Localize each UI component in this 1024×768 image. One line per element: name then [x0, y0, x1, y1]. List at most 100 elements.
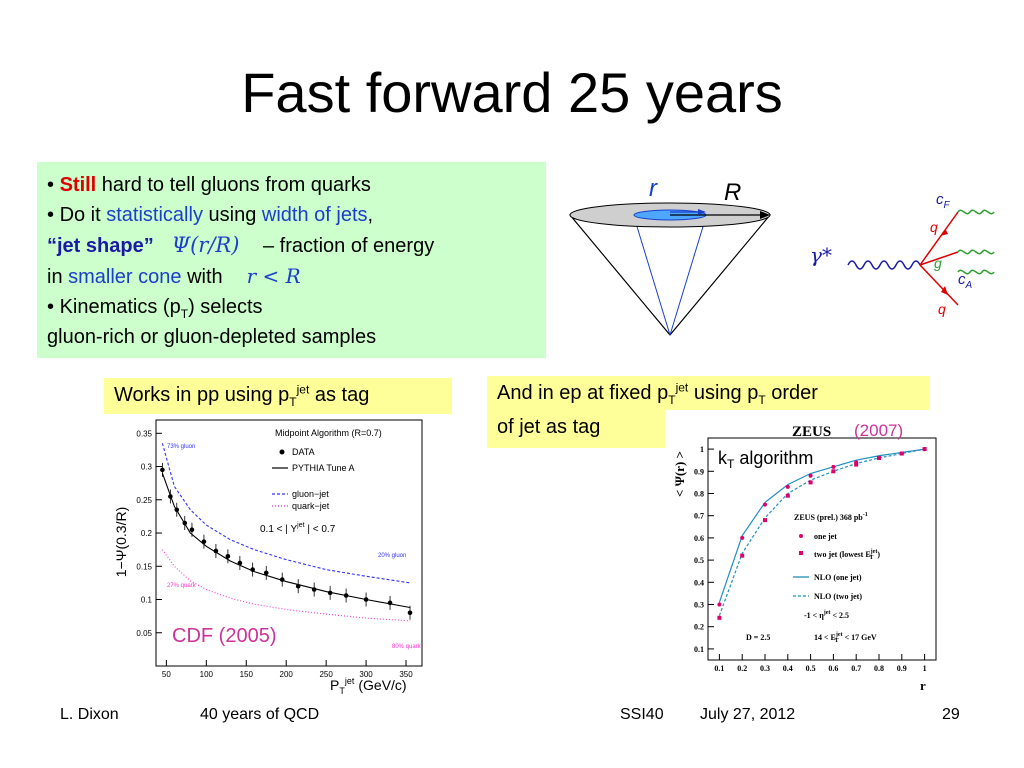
- q1-label: q: [930, 219, 938, 235]
- zeus-frame: [707, 437, 937, 661]
- pp-tag-sub: T: [289, 395, 297, 409]
- gluon-curly-1: [957, 209, 995, 215]
- zeus-xtick-label: 0.9: [897, 664, 907, 673]
- bullet-line-1: • Still hard to tell gluons from quarks: [47, 174, 371, 196]
- cdf-ann-27: 27% quark: [167, 583, 197, 589]
- cdf-jet-shape-plot: 1−Ψ(0.3/R) PTjet (GeV/c) Midpoint Algorit…: [113, 419, 423, 696]
- cdf-xtick-label: 50: [162, 670, 171, 679]
- still-text: Still: [59, 174, 97, 196]
- inner-cone-left: [634, 219, 671, 336]
- zeus-xtick-label: 0.7: [851, 664, 861, 673]
- zeus-legend-nlo-two: NLO (two jet): [814, 592, 862, 601]
- statistically-text: statistically: [106, 204, 203, 226]
- ep-tag-sub1: T: [668, 393, 676, 407]
- cdf-xtick-label: 150: [240, 670, 254, 679]
- cdf-caption: CDF (2005): [172, 625, 276, 647]
- pp-tag-a: Works in pp using p: [114, 384, 290, 406]
- zeus-ytick-label: 1: [700, 445, 704, 454]
- zeus-eta-cut: -1 < ηjet < 2.5: [804, 610, 849, 620]
- cdf-data-point: [407, 610, 413, 616]
- zeus-ytick-label: 0.2: [694, 623, 704, 632]
- bullet-line-2: • Do it statistically using width of jet…: [47, 204, 374, 226]
- cdf-series-line: [161, 443, 411, 584]
- photon-wavy-line: [847, 260, 921, 270]
- line2-c: ,: [367, 204, 374, 226]
- line5-sub: T: [180, 307, 189, 321]
- pp-tag-box: Works in pp using pTjet as tag: [104, 378, 452, 414]
- cdf-legend-data-marker: [279, 449, 285, 455]
- cdf-data-point: [160, 467, 165, 473]
- line4-b: with: [181, 266, 223, 288]
- line4-a: in: [47, 266, 69, 288]
- zeus-year: (2007): [854, 421, 903, 440]
- zeus-legend-one-marker: [799, 534, 803, 538]
- ep-tag-a: And in ep at fixed p: [497, 382, 669, 404]
- ep-tag-box: And in ep at fixed pTjet using pT order: [487, 376, 929, 410]
- summary-box: • Still hard to tell gluons from quarks …: [37, 162, 546, 358]
- photon-label: γ*: [810, 243, 832, 267]
- cdf-legend-quark: quark−jet: [292, 501, 330, 511]
- footer-page-number: 29: [942, 706, 960, 723]
- cdf-ytick-label: 0.15: [136, 562, 152, 571]
- cdf-xlabel: PTjet (GeV/c): [330, 676, 407, 696]
- q2-label: q: [938, 301, 946, 317]
- zeus-ytick-label: 0.5: [694, 556, 704, 565]
- cdf-ytick-label: 0.1: [141, 596, 153, 605]
- kt-algorithm-label: kT algorithm: [718, 448, 813, 471]
- cdf-data-point: [225, 553, 231, 559]
- zeus-xtick-label: 0.4: [783, 664, 793, 673]
- kt-label-bg: [710, 442, 850, 470]
- inner-cone-right: [669, 219, 706, 336]
- cdf-cut: 0.1 < | Yjet | < 0.7: [260, 522, 336, 535]
- cdf-ytick-label: 0.2: [141, 529, 153, 538]
- cdf-data-point: [189, 527, 195, 533]
- cdf-ytick-label: 0.35: [136, 429, 152, 438]
- zeus-two-jet-point: [922, 447, 927, 452]
- cdf-header: Midpoint Algorithm (R=0.7): [275, 428, 382, 438]
- cdf-legend-data: DATA: [292, 447, 315, 457]
- zeus-ytick-label: 0.8: [694, 490, 704, 499]
- cdf-xtick-label: 200: [280, 670, 294, 679]
- zeus-one-jet-point: [808, 473, 813, 478]
- line1-rest: hard to tell gluons from quarks: [96, 174, 371, 196]
- zeus-two-jet-point: [877, 455, 881, 460]
- footer-date: July 27, 2012: [700, 706, 796, 723]
- zeus-xtick-label: 0.5: [806, 664, 816, 673]
- cdf-xticks: 50 100 150 200 250 300 350: [162, 660, 413, 679]
- slide-title: Fast forward 25 years: [241, 61, 783, 124]
- cdf-xtick-label: 100: [200, 670, 214, 679]
- zeus-legend-two: two jet (lowest Ejet T): [814, 549, 880, 561]
- zeus-et-cut: 14 < Ejet T < 17 GeV: [814, 632, 877, 644]
- zeus-xtick-label: 0.6: [828, 664, 838, 673]
- cdf-series: [160, 443, 413, 622]
- line5-a: Kinematics (p: [59, 296, 181, 318]
- cdf-frame: [155, 419, 423, 667]
- quark-arrow-down: [941, 286, 948, 295]
- jet-shape-text: “jet shape”: [47, 235, 154, 257]
- cdf-ann-20: 20% gluon: [378, 553, 406, 559]
- cdf-legend-gluon: gluon−jet: [292, 489, 329, 499]
- zeus-xtick-label: 0.8: [874, 664, 884, 673]
- footer-author: L. Dixon: [60, 706, 119, 723]
- line-3: “jet shape” Ψ(r/R) – fraction of energy: [47, 230, 536, 261]
- cdf-data-point: [263, 570, 269, 576]
- quark-arrow-up: [940, 230, 948, 236]
- width-of-jets-text: width of jets: [261, 204, 368, 226]
- zeus-two-jet-point: [831, 469, 836, 474]
- zeus-one-jet-point: [740, 535, 745, 540]
- line2-b: using: [202, 204, 262, 226]
- cone-left-edge: [569, 214, 671, 336]
- cdf-ann-80: 80% quark: [392, 644, 422, 650]
- g-label: g: [934, 255, 942, 271]
- zeus-ylabel: < Ψ(r) >: [672, 451, 687, 497]
- cdf-series-line: [161, 473, 411, 609]
- zeus-title: ZEUS: [792, 424, 831, 440]
- pp-tag-b: as tag: [309, 384, 370, 406]
- zeus-one-jet-point: [763, 502, 767, 507]
- zeus-one-jet-point: [831, 464, 836, 469]
- zeus-xtick-label: 0.2: [737, 664, 747, 673]
- r-label: r: [649, 175, 658, 202]
- quark-line-up: [919, 211, 959, 266]
- line2-a: Do it: [59, 204, 107, 226]
- cdf-legend-pythia: PYTHIA Tune A: [292, 463, 355, 473]
